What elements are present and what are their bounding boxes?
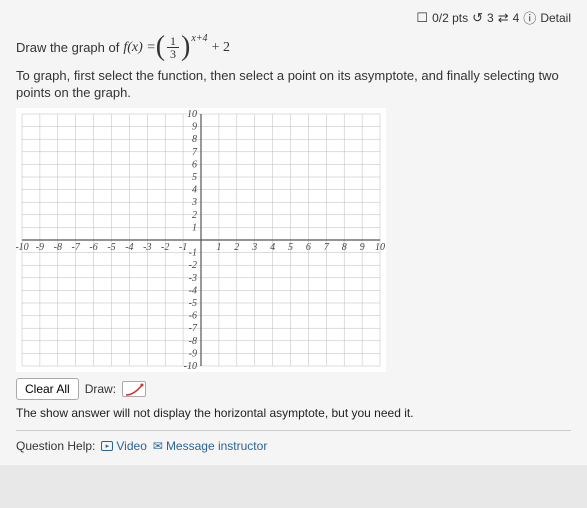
svg-text:10: 10 [375, 242, 385, 253]
svg-text:-1: -1 [179, 242, 187, 253]
svg-text:-9: -9 [189, 348, 197, 359]
svg-text:2: 2 [234, 242, 239, 253]
video-label: Video [116, 439, 146, 453]
svg-text:2: 2 [192, 210, 197, 221]
question-prompt: Draw the graph of f(x) = ( 1 3 ) x+4 + 2 [16, 35, 571, 60]
fraction: 1 3 [167, 35, 179, 60]
svg-text:-3: -3 [189, 273, 197, 284]
exponent: x+4 [191, 33, 207, 44]
svg-text:-6: -6 [189, 310, 197, 321]
clear-all-button[interactable]: Clear All [16, 378, 79, 400]
mail-icon: ✉ [153, 439, 163, 453]
formula: f(x) = ( 1 3 ) x+4 + 2 [123, 35, 230, 60]
svg-text:1: 1 [216, 242, 221, 253]
svg-text:-1: -1 [189, 247, 197, 258]
message-link[interactable]: ✉ Message instructor [153, 439, 267, 453]
svg-text:3: 3 [191, 197, 197, 208]
open-paren: ( [156, 36, 165, 58]
svg-text:-7: -7 [189, 323, 198, 334]
svg-text:-7: -7 [72, 242, 81, 253]
reattempt-count: 4 [513, 11, 520, 25]
svg-text:10: 10 [187, 109, 197, 120]
svg-text:-2: -2 [161, 242, 169, 253]
checkbox-icon: ☐ [416, 10, 428, 26]
svg-text:8: 8 [342, 242, 347, 253]
retry-count: 3 [487, 11, 494, 25]
svg-text:5: 5 [288, 242, 293, 253]
curve-icon [124, 383, 146, 397]
svg-text:-4: -4 [189, 285, 197, 296]
svg-text:-8: -8 [54, 242, 62, 253]
svg-text:1: 1 [192, 222, 197, 233]
svg-text:4: 4 [270, 242, 275, 253]
svg-text:-10: -10 [16, 242, 29, 253]
constant: + 2 [212, 40, 230, 56]
message-label: Message instructor [166, 439, 267, 453]
details-link[interactable]: Detail [540, 11, 571, 25]
help-label: Question Help: [16, 439, 95, 453]
svg-text:-8: -8 [189, 336, 197, 347]
points-text: 0/2 pts [432, 11, 468, 25]
draw-label: Draw: [85, 382, 116, 396]
denominator: 3 [167, 48, 179, 60]
question-header: ☐ 0/2 pts ↺ 3 ⇄ 4 ⓘ Detail [16, 8, 571, 27]
svg-text:6: 6 [192, 159, 197, 170]
video-link[interactable]: ▸ Video [101, 439, 146, 453]
svg-text:-6: -6 [89, 242, 97, 253]
svg-text:-5: -5 [189, 298, 197, 309]
svg-text:6: 6 [306, 242, 311, 253]
reattempt-icon: ⇄ [498, 10, 509, 26]
coordinate-grid[interactable]: -10-9-8-7-6-5-4-3-2-112345678910-10-9-8-… [16, 108, 386, 372]
svg-text:5: 5 [192, 172, 197, 183]
info-icon[interactable]: ⓘ [523, 8, 536, 27]
question-help: Question Help: ▸ Video ✉ Message instruc… [16, 430, 571, 453]
svg-text:4: 4 [192, 184, 197, 195]
fx-label: f(x) = [123, 40, 155, 56]
draw-curve-tool[interactable] [122, 381, 146, 397]
answer-note: The show answer will not display the hor… [16, 406, 571, 420]
svg-text:8: 8 [192, 134, 197, 145]
svg-text:3: 3 [251, 242, 257, 253]
svg-text:-4: -4 [125, 242, 133, 253]
svg-text:-9: -9 [36, 242, 44, 253]
svg-text:9: 9 [192, 121, 197, 132]
prompt-lead: Draw the graph of [16, 40, 119, 55]
svg-text:-5: -5 [107, 242, 115, 253]
svg-text:-3: -3 [143, 242, 151, 253]
retry-icon: ↺ [472, 10, 483, 26]
svg-text:-10: -10 [184, 361, 197, 372]
graph-area[interactable]: -10-9-8-7-6-5-4-3-2-112345678910-10-9-8-… [16, 108, 386, 372]
video-icon: ▸ [101, 441, 113, 451]
close-paren: ) [181, 36, 190, 58]
instructions: To graph, first select the function, the… [16, 68, 571, 102]
graph-toolbar: Clear All Draw: [16, 378, 571, 400]
svg-text:9: 9 [360, 242, 365, 253]
svg-text:-2: -2 [189, 260, 197, 271]
